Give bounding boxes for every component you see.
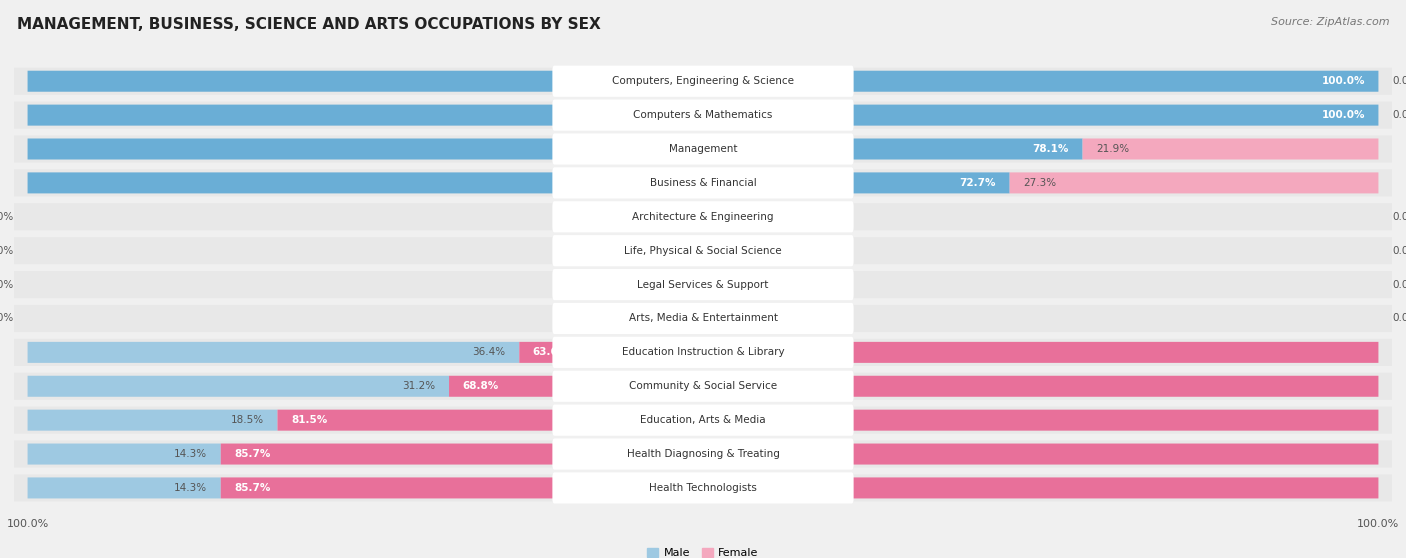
FancyBboxPatch shape — [221, 444, 1378, 465]
FancyBboxPatch shape — [14, 102, 1392, 129]
Text: 18.5%: 18.5% — [231, 415, 264, 425]
FancyBboxPatch shape — [28, 410, 277, 431]
Text: 14.3%: 14.3% — [174, 483, 207, 493]
FancyBboxPatch shape — [14, 339, 1392, 366]
FancyBboxPatch shape — [14, 68, 1392, 95]
FancyBboxPatch shape — [553, 99, 853, 131]
Text: Legal Services & Support: Legal Services & Support — [637, 280, 769, 290]
Text: Life, Physical & Social Science: Life, Physical & Social Science — [624, 246, 782, 256]
FancyBboxPatch shape — [553, 405, 853, 436]
FancyBboxPatch shape — [14, 373, 1392, 400]
Text: 81.5%: 81.5% — [291, 415, 328, 425]
FancyBboxPatch shape — [553, 201, 853, 232]
Text: 0.0%: 0.0% — [1392, 110, 1406, 120]
Text: 100.0%: 100.0% — [1322, 110, 1365, 120]
FancyBboxPatch shape — [553, 167, 853, 199]
Text: Computers, Engineering & Science: Computers, Engineering & Science — [612, 76, 794, 86]
FancyBboxPatch shape — [553, 269, 853, 300]
Text: 27.3%: 27.3% — [1024, 178, 1056, 188]
FancyBboxPatch shape — [553, 439, 853, 470]
FancyBboxPatch shape — [28, 172, 1010, 194]
Text: 0.0%: 0.0% — [1392, 314, 1406, 324]
FancyBboxPatch shape — [553, 66, 853, 97]
Text: MANAGEMENT, BUSINESS, SCIENCE AND ARTS OCCUPATIONS BY SEX: MANAGEMENT, BUSINESS, SCIENCE AND ARTS O… — [17, 17, 600, 32]
Text: Source: ZipAtlas.com: Source: ZipAtlas.com — [1271, 17, 1389, 27]
FancyBboxPatch shape — [277, 410, 1378, 431]
FancyBboxPatch shape — [14, 305, 1392, 332]
Text: Education, Arts & Media: Education, Arts & Media — [640, 415, 766, 425]
Text: 0.0%: 0.0% — [0, 246, 14, 256]
Text: Management: Management — [669, 144, 737, 154]
FancyBboxPatch shape — [28, 444, 221, 465]
Text: Computers & Mathematics: Computers & Mathematics — [633, 110, 773, 120]
Text: 31.2%: 31.2% — [402, 381, 436, 391]
Text: 0.0%: 0.0% — [1392, 280, 1406, 290]
FancyBboxPatch shape — [553, 337, 853, 368]
FancyBboxPatch shape — [14, 136, 1392, 162]
FancyBboxPatch shape — [28, 71, 1378, 92]
FancyBboxPatch shape — [449, 376, 1378, 397]
Text: 85.7%: 85.7% — [235, 449, 270, 459]
Text: Health Technologists: Health Technologists — [650, 483, 756, 493]
Text: 63.6%: 63.6% — [533, 348, 569, 357]
FancyBboxPatch shape — [553, 133, 853, 165]
Text: 85.7%: 85.7% — [235, 483, 270, 493]
FancyBboxPatch shape — [28, 342, 519, 363]
Text: Education Instruction & Library: Education Instruction & Library — [621, 348, 785, 357]
Text: 68.8%: 68.8% — [463, 381, 499, 391]
Text: Community & Social Service: Community & Social Service — [628, 381, 778, 391]
FancyBboxPatch shape — [14, 474, 1392, 502]
FancyBboxPatch shape — [519, 342, 1378, 363]
FancyBboxPatch shape — [28, 478, 221, 498]
FancyBboxPatch shape — [28, 138, 1083, 160]
Text: 0.0%: 0.0% — [0, 314, 14, 324]
FancyBboxPatch shape — [553, 303, 853, 334]
FancyBboxPatch shape — [14, 203, 1392, 230]
Text: 0.0%: 0.0% — [0, 212, 14, 222]
Text: Business & Financial: Business & Financial — [650, 178, 756, 188]
FancyBboxPatch shape — [28, 104, 1378, 126]
Text: 0.0%: 0.0% — [1392, 76, 1406, 86]
FancyBboxPatch shape — [14, 440, 1392, 468]
Legend: Male, Female: Male, Female — [643, 543, 763, 558]
FancyBboxPatch shape — [553, 473, 853, 503]
FancyBboxPatch shape — [221, 478, 1378, 498]
Text: 100.0%: 100.0% — [1322, 76, 1365, 86]
FancyBboxPatch shape — [14, 237, 1392, 264]
FancyBboxPatch shape — [14, 271, 1392, 298]
Text: Arts, Media & Entertainment: Arts, Media & Entertainment — [628, 314, 778, 324]
Text: 72.7%: 72.7% — [960, 178, 995, 188]
Text: 36.4%: 36.4% — [472, 348, 506, 357]
Text: 0.0%: 0.0% — [1392, 246, 1406, 256]
FancyBboxPatch shape — [553, 235, 853, 266]
Text: Health Diagnosing & Treating: Health Diagnosing & Treating — [627, 449, 779, 459]
FancyBboxPatch shape — [1010, 172, 1378, 194]
Text: Architecture & Engineering: Architecture & Engineering — [633, 212, 773, 222]
Text: 78.1%: 78.1% — [1033, 144, 1069, 154]
FancyBboxPatch shape — [1083, 138, 1378, 160]
FancyBboxPatch shape — [14, 169, 1392, 196]
Text: 14.3%: 14.3% — [174, 449, 207, 459]
Text: 0.0%: 0.0% — [0, 280, 14, 290]
FancyBboxPatch shape — [553, 371, 853, 402]
FancyBboxPatch shape — [14, 407, 1392, 434]
FancyBboxPatch shape — [28, 376, 449, 397]
Text: 0.0%: 0.0% — [1392, 212, 1406, 222]
Text: 21.9%: 21.9% — [1097, 144, 1129, 154]
